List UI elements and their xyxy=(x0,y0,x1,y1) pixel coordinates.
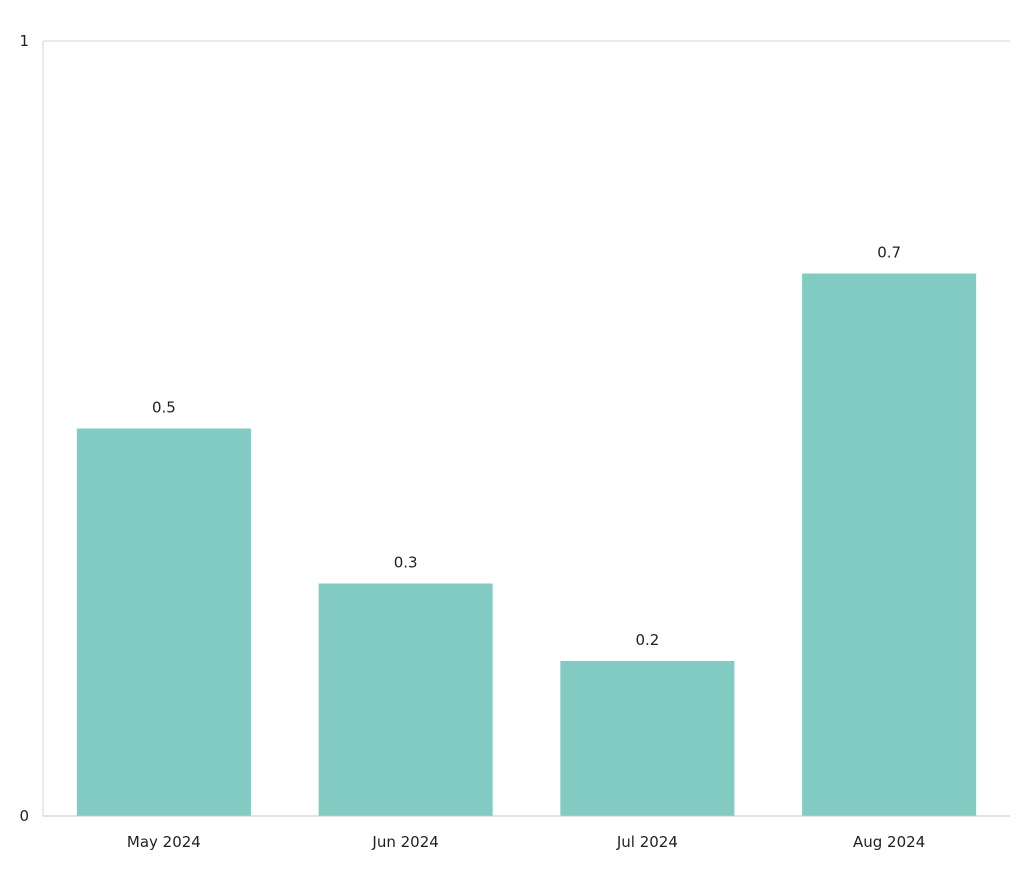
x-tick-label: May 2024 xyxy=(127,833,201,851)
bar-jul-2024 xyxy=(560,661,735,816)
axis-layer xyxy=(42,41,1010,817)
data-label: 0.7 xyxy=(877,244,901,262)
x-tick-label: Jul 2024 xyxy=(616,833,678,851)
bars-layer xyxy=(76,273,977,816)
data-label: 0.5 xyxy=(152,399,176,417)
bar-may-2024 xyxy=(76,428,251,816)
bar-jun-2024 xyxy=(318,583,493,816)
x-tick-label: Aug 2024 xyxy=(853,833,925,851)
y-tick-label: 0 xyxy=(19,807,29,825)
y-tick-label: 1 xyxy=(19,32,29,50)
bar-aug-2024 xyxy=(802,273,977,816)
labels-layer: 0 1 0.5 May 2024 0.3 Jun 2024 0.2 Jul 2024 0.7 Au… xyxy=(19,32,925,851)
data-label: 0.2 xyxy=(635,631,659,649)
x-tick-label: Jun 2024 xyxy=(371,833,438,851)
data-label: 0.3 xyxy=(394,554,418,572)
